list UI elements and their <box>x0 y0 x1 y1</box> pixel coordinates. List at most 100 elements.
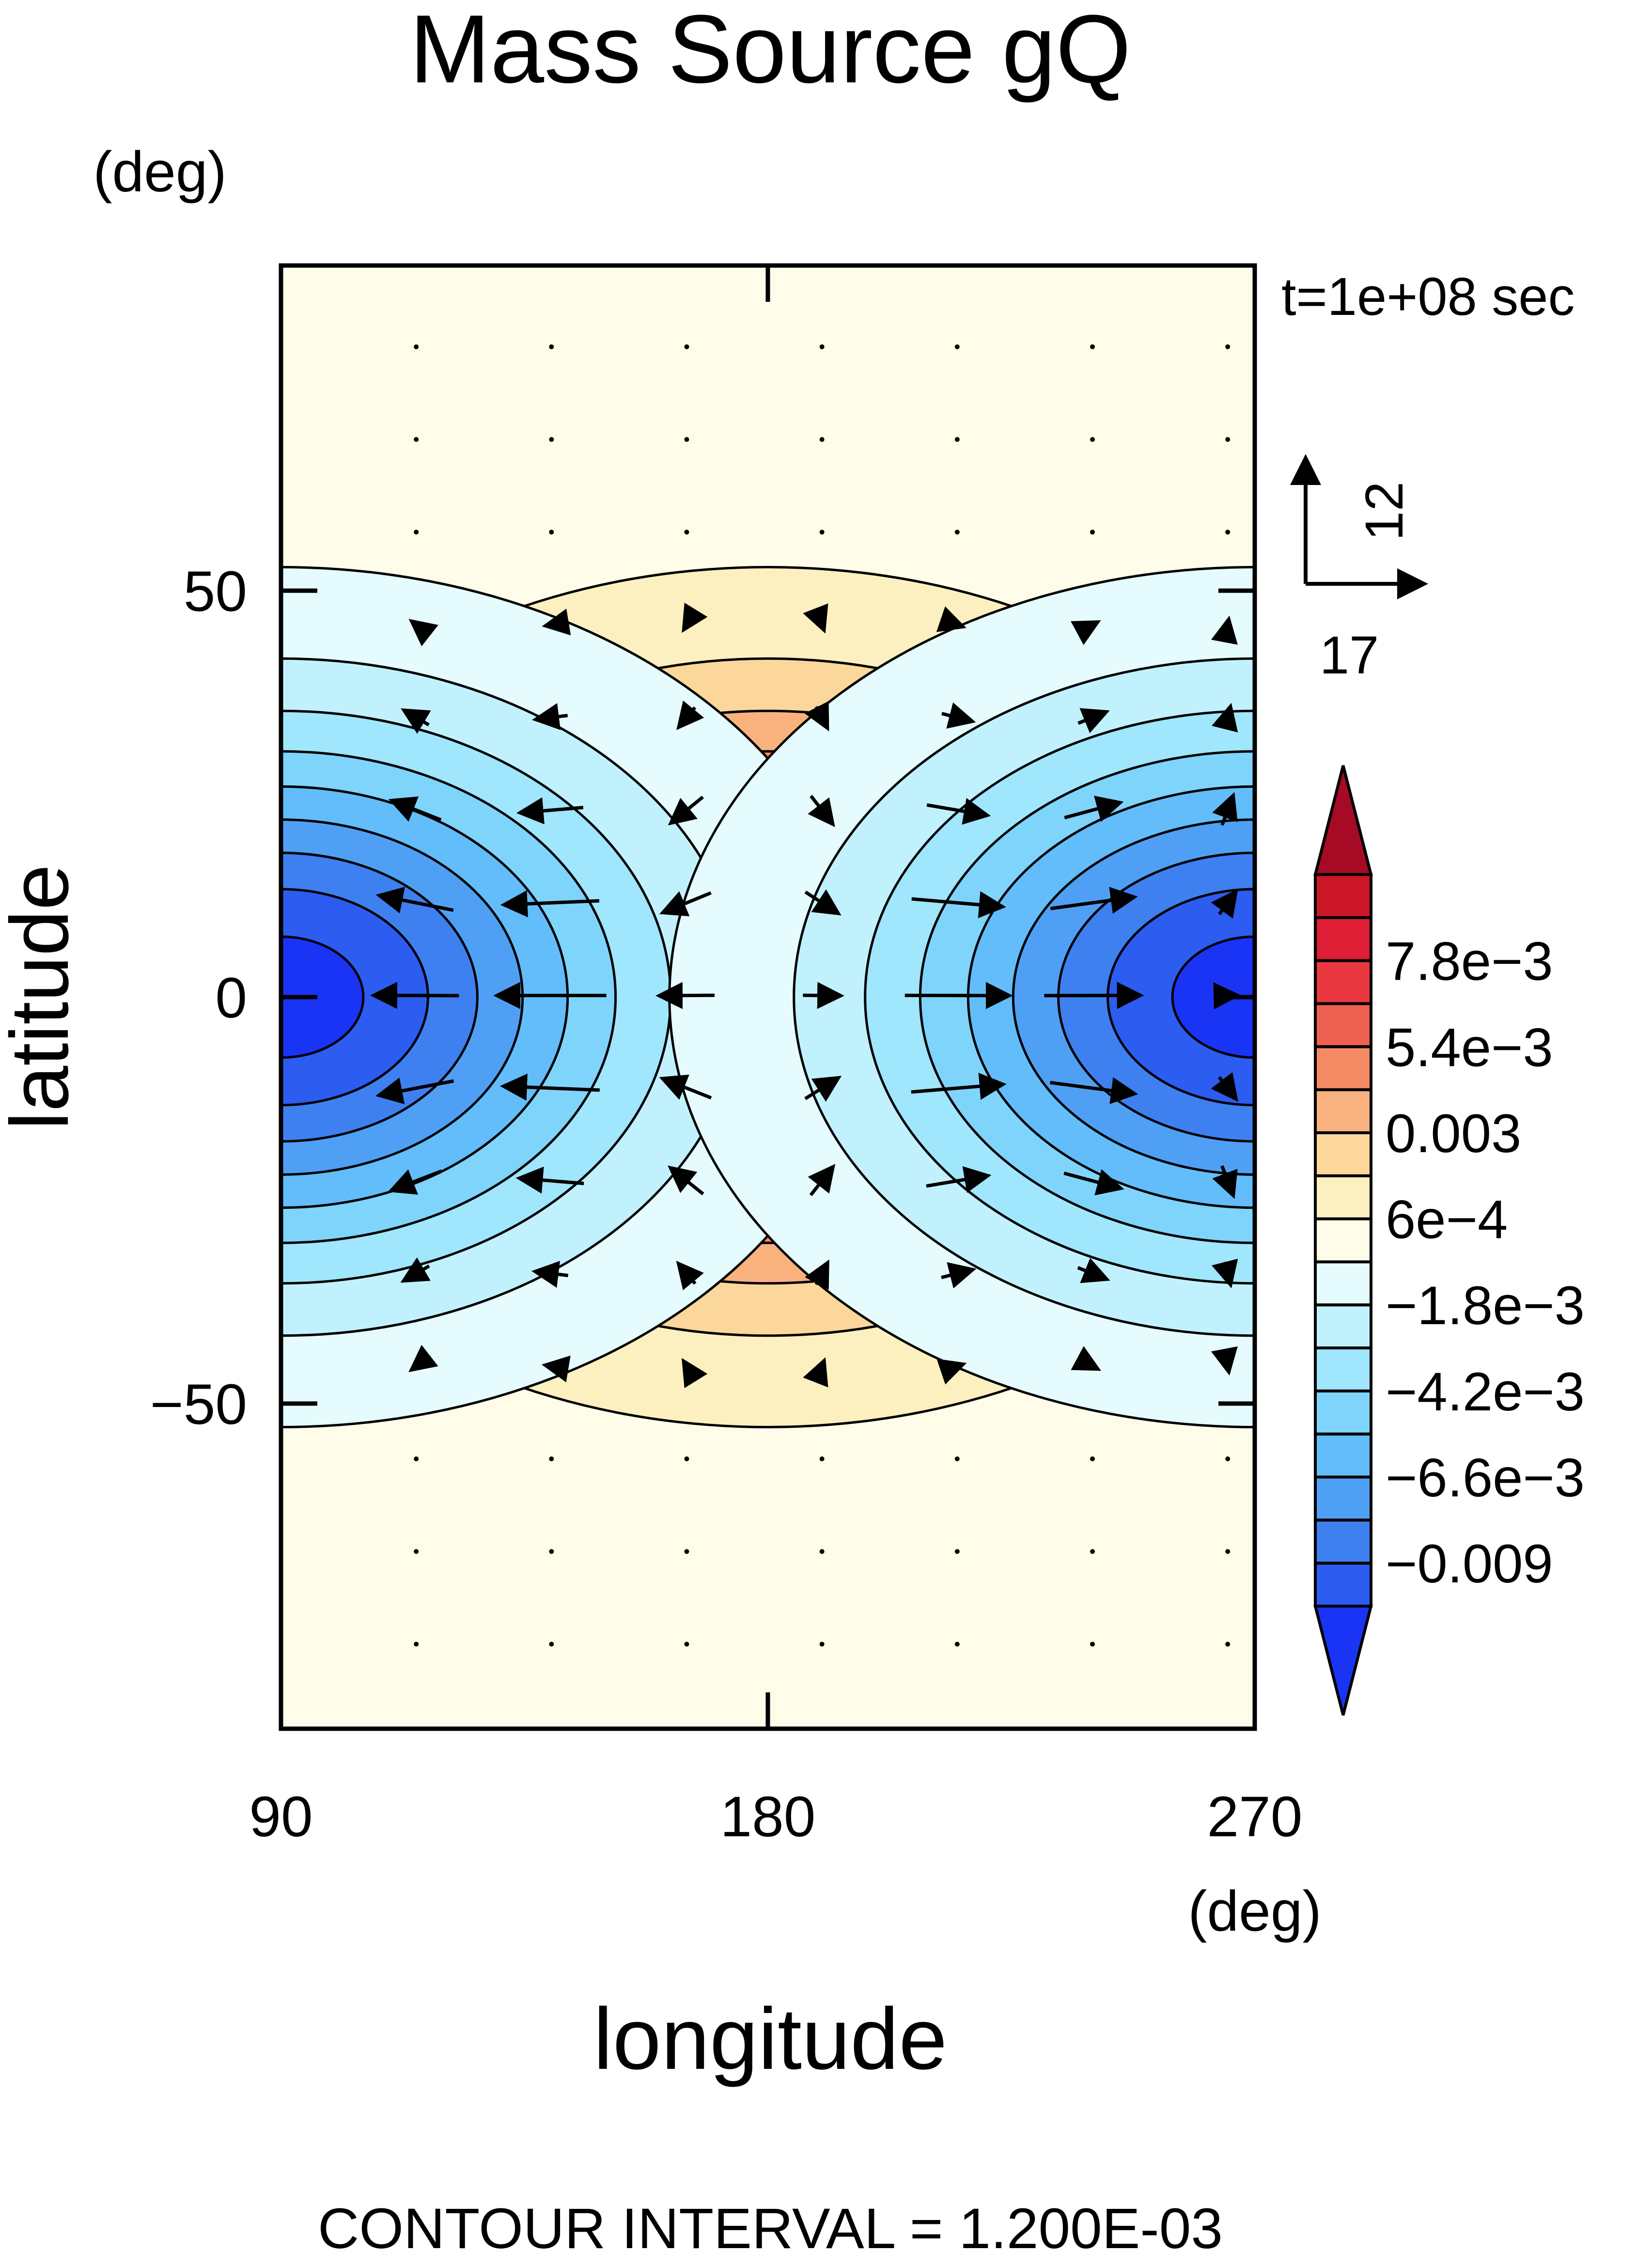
wind-vector <box>808 795 835 828</box>
wind-vector <box>414 1642 419 1647</box>
wind-vector <box>926 1166 992 1193</box>
wind-vector <box>1211 615 1238 645</box>
wind-vector <box>1211 703 1238 733</box>
wind-vector <box>1212 1258 1238 1289</box>
wind-vector <box>1063 1169 1124 1196</box>
wind-vector <box>1077 1258 1110 1283</box>
colorbar-box <box>1314 1002 1372 1048</box>
wind-vector <box>655 982 715 1009</box>
wind-vector <box>804 1076 842 1102</box>
chart-title: Mass Source gQ <box>409 0 1131 103</box>
wind-vector <box>808 1164 836 1196</box>
wind-vector <box>936 1359 967 1385</box>
colorbar-box <box>1314 1303 1372 1350</box>
x-tick-label: 180 <box>720 1785 816 1849</box>
wind-vector <box>804 701 829 732</box>
wind-vector <box>1077 708 1110 734</box>
y-axis-label: latitude <box>0 864 86 1130</box>
colorbar-box <box>1314 1088 1372 1134</box>
wind-vector <box>954 437 960 442</box>
wind-vector <box>684 1549 689 1554</box>
wind-vector <box>1212 792 1238 826</box>
wind-vector <box>682 602 708 633</box>
wind-vector <box>819 344 825 349</box>
wind-vector <box>668 796 704 826</box>
time-label: t=1e+08 sec <box>1281 267 1574 327</box>
wind-vector <box>659 1074 712 1100</box>
wind-vector <box>370 982 459 1009</box>
y-tick-label: −50 <box>150 1373 247 1437</box>
wind-vectors <box>370 344 1241 1647</box>
wind-vector <box>926 797 991 825</box>
colorbar-label: −0.009 <box>1386 1533 1553 1594</box>
colorbar-box <box>1314 1389 1372 1436</box>
wind-vector <box>676 1261 704 1291</box>
wind-vector <box>954 1642 960 1647</box>
colorbar-label: 0.003 <box>1386 1103 1521 1164</box>
x-axis-unit: (deg) <box>1188 1879 1321 1943</box>
wind-vector <box>541 1355 571 1383</box>
colorbar-label: 6e−4 <box>1386 1189 1508 1250</box>
wind-vector <box>804 889 842 916</box>
wind-vector <box>954 344 960 349</box>
wind-vector <box>1225 344 1231 349</box>
wind-vector <box>1225 1456 1231 1461</box>
wind-vector <box>803 982 844 1009</box>
wind-vector <box>911 891 1006 919</box>
wind-vector <box>549 1456 554 1461</box>
x-axis-label: longitude <box>593 1990 948 2088</box>
wind-vector <box>414 530 419 535</box>
colorbar-label: 5.4e−3 <box>1386 1017 1553 1078</box>
wind-vector <box>1225 530 1231 535</box>
reference-vector: 12 17 <box>1290 454 1428 685</box>
wind-vector <box>676 700 704 730</box>
wind-vector <box>515 1166 584 1194</box>
wind-vector <box>954 1456 960 1461</box>
x-tick-label: 270 <box>1207 1785 1303 1849</box>
wind-vector <box>401 708 431 734</box>
wind-vector <box>911 1073 1007 1100</box>
contour-interval-label: CONTOUR INTERVAL = 1.200E-03 <box>318 2197 1223 2261</box>
colorbar: 7.8e−3 5.4e−3 0.003 6e−4 −1.8e−3 −4.2e−3 −6.6e… <box>1313 765 1585 1716</box>
colorbar-box <box>1314 1346 1372 1392</box>
wind-vector <box>375 1078 454 1105</box>
wind-vector <box>1090 1549 1095 1554</box>
wind-vector <box>819 437 825 442</box>
wind-vector <box>659 891 712 917</box>
y-tick-label: 0 <box>215 966 247 1030</box>
wind-vector <box>954 1549 960 1554</box>
colorbar-box <box>1314 1562 1372 1608</box>
wind-vector <box>1225 1642 1231 1647</box>
reference-vector-x-label: 17 <box>1320 625 1379 685</box>
wind-vector <box>408 619 438 646</box>
wind-vector <box>819 1549 825 1554</box>
colorbar-box <box>1314 873 1372 919</box>
wind-vector <box>549 1549 554 1554</box>
colorbar-box <box>1314 1131 1372 1177</box>
wind-vector <box>668 1165 704 1196</box>
wind-vector <box>532 703 568 730</box>
wind-vector <box>1090 1642 1095 1647</box>
wind-vector <box>805 1259 829 1290</box>
wind-vector <box>803 603 828 634</box>
colorbar-label: −6.6e−3 <box>1386 1448 1585 1508</box>
wind-vector <box>549 344 554 349</box>
wind-vector <box>954 530 960 535</box>
wind-vector <box>1090 344 1095 349</box>
wind-vector <box>542 609 571 636</box>
wind-vector <box>375 887 454 914</box>
y-tick-label: 50 <box>184 560 247 624</box>
reference-vector-y-label: 12 <box>1355 482 1414 541</box>
wind-vector <box>400 1257 431 1283</box>
y-axis-unit: (deg) <box>93 140 226 204</box>
colorbar-box <box>1314 1475 1372 1522</box>
wind-vector <box>549 530 554 535</box>
wind-vector <box>941 1262 977 1289</box>
wind-vector <box>1070 620 1101 645</box>
wind-vector <box>1211 889 1238 919</box>
wind-vector <box>549 437 554 442</box>
wind-vector <box>1071 1346 1102 1371</box>
wind-vector <box>1211 1072 1238 1102</box>
wind-vector <box>819 1642 825 1647</box>
wind-vector <box>936 606 966 632</box>
